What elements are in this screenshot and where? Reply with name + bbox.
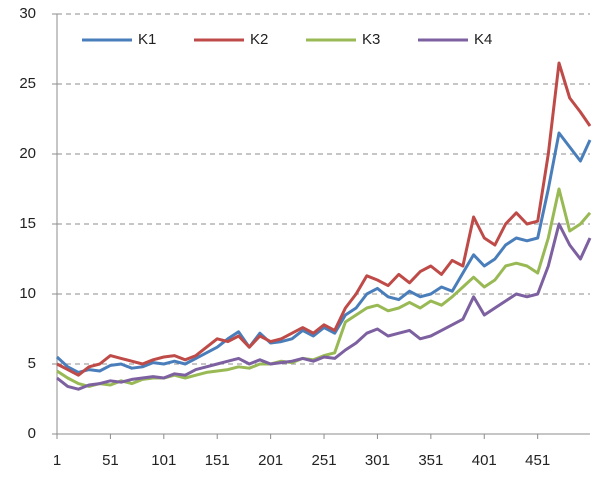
y-tick-label: 5 (28, 355, 36, 372)
x-tick-label: 1 (53, 452, 61, 469)
line-series (56, 61, 592, 377)
legend-label: K2 (250, 31, 268, 48)
x-tick-label: 101 (151, 452, 176, 469)
y-tick-label: 10 (19, 285, 36, 302)
x-tick-label: 151 (205, 452, 230, 469)
x-tick-label: 401 (472, 452, 497, 469)
y-tick-label: 15 (19, 215, 36, 232)
legend-label: K4 (474, 31, 492, 48)
x-tick-label: 351 (418, 452, 443, 469)
legend-label: K3 (362, 31, 380, 48)
x-tick-label: 51 (102, 452, 119, 469)
legend-label: K1 (138, 31, 156, 48)
y-tick-label: 30 (19, 5, 36, 22)
x-tick-label: 201 (258, 452, 283, 469)
line-series (55, 131, 592, 374)
y-tick-label: 20 (19, 145, 36, 162)
x-tick-label: 301 (365, 452, 390, 469)
y-tick-label: 0 (28, 425, 36, 442)
line-series (56, 222, 592, 391)
x-tick-label: 251 (312, 452, 337, 469)
y-tick-label: 25 (19, 75, 36, 92)
x-tick-label: 451 (525, 452, 550, 469)
